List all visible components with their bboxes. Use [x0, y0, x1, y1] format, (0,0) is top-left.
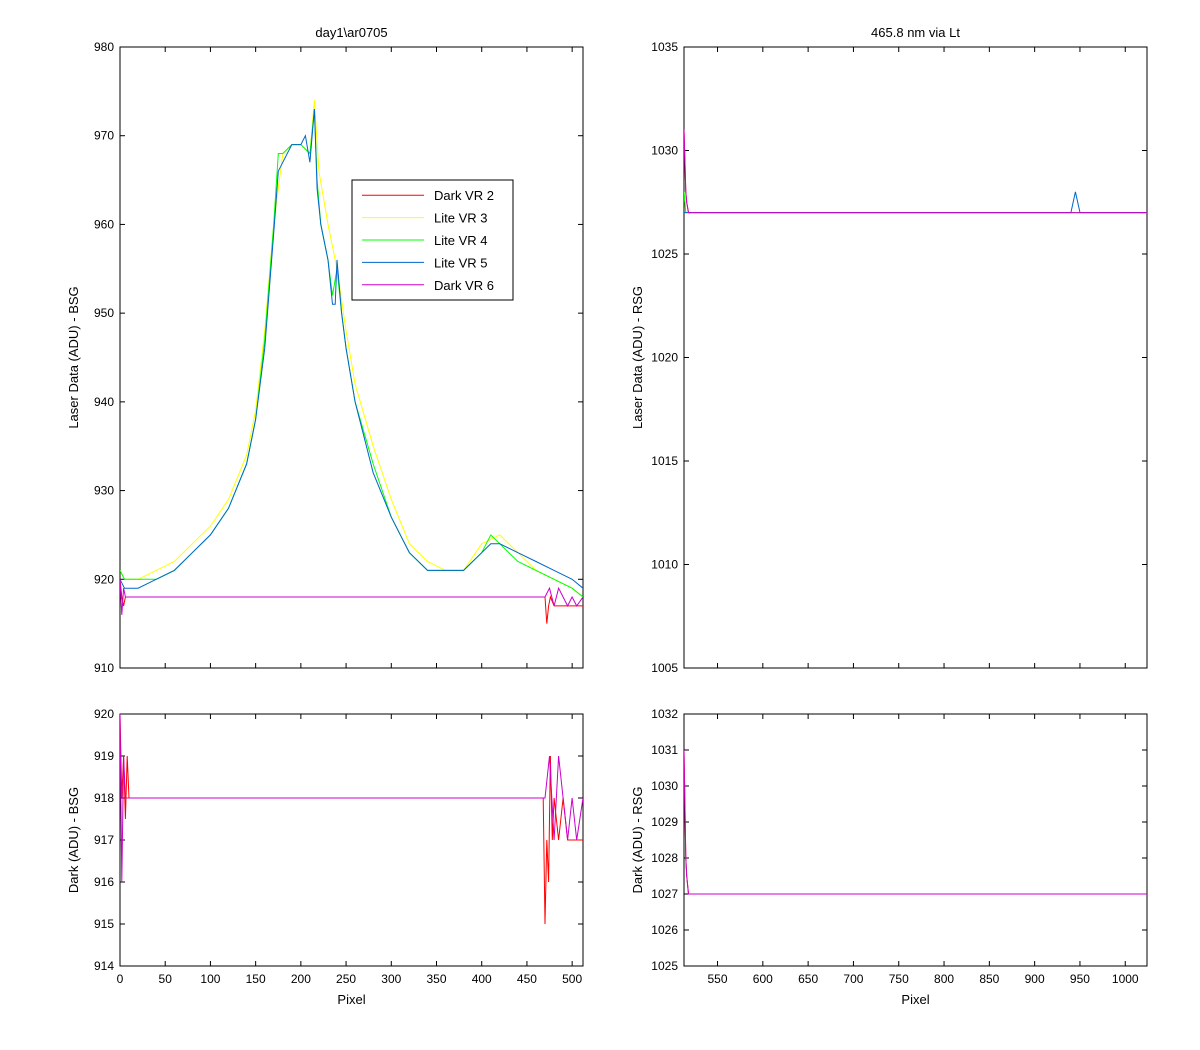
chart-title: day1\ar0705 [315, 25, 387, 40]
y-tick-label: 1015 [651, 454, 678, 468]
x-tick-label: 0 [117, 972, 124, 986]
y-axis-label: Laser Data (ADU) - BSG [66, 286, 81, 428]
x-tick-label: 250 [336, 972, 356, 986]
x-tick-label: 200 [291, 972, 311, 986]
series-line-dark-vr-6 [684, 129, 1147, 214]
series-layer [120, 100, 583, 624]
y-tick-label: 940 [94, 395, 114, 409]
axes-box [683, 713, 1148, 967]
x-tick-label: 850 [979, 972, 999, 986]
y-tick-label: 920 [94, 572, 114, 586]
x-tick-label: 900 [1025, 972, 1045, 986]
y-tick-label: 1032 [651, 707, 678, 721]
y-tick-label: 1028 [651, 851, 678, 865]
y-tick-label: 960 [94, 217, 114, 231]
y-tick-label: 970 [94, 129, 114, 143]
legend-label-lite-vr-5: Lite VR 5 [434, 255, 487, 270]
panel-laser-rsg: 1005 1010 1015 1020 1025 1030 1035 465.8 nm via… [630, 25, 1148, 675]
x-tick-label: 950 [1070, 972, 1090, 986]
series-line-dark-vr-6 [120, 579, 583, 615]
legend-label-lite-vr-3: Lite VR 3 [434, 211, 487, 226]
series-line-dark-vr-6 [120, 714, 583, 883]
x-axis-label: Pixel [901, 992, 929, 1007]
y-tick-label: 1035 [651, 40, 678, 54]
y-tick-label: 1025 [651, 959, 678, 973]
series-layer [684, 129, 1147, 214]
legend-label-dark-vr-6: Dark VR 6 [434, 278, 494, 293]
panel-dark-rsg: 550 600 650 700 750 800 850 900 950 1000 1025 1026 1… [630, 707, 1148, 1007]
y-tick-label: 918 [94, 791, 114, 805]
y-tick-label: 916 [94, 875, 114, 889]
x-tick-label: 500 [562, 972, 582, 986]
y-tick-label: 1020 [651, 351, 678, 365]
series-layer [684, 749, 1147, 895]
y-tick-label: 1010 [651, 558, 678, 572]
legend: Dark VR 2 Lite VR 3 Lite VR 4 Lite VR 5 Dark… [351, 179, 514, 301]
x-tick-label: 450 [517, 972, 537, 986]
y-tick-label: 910 [94, 661, 114, 675]
y-tick-label: 1029 [651, 815, 678, 829]
y-tick-label: 919 [94, 749, 114, 763]
y-tick-label: 914 [94, 959, 114, 973]
x-tick-label: 300 [381, 972, 401, 986]
x-tick-label: 100 [200, 972, 220, 986]
y-tick-label: 1030 [651, 779, 678, 793]
y-axis-label: Dark (ADU) - BSG [66, 787, 81, 893]
series-line-lite-vr-5 [120, 109, 583, 589]
x-tick-label: 350 [426, 972, 446, 986]
y-tick-label: 1027 [651, 887, 678, 901]
y-tick-label: 1026 [651, 923, 678, 937]
y-tick-label: 915 [94, 917, 114, 931]
x-axis-label: Pixel [337, 992, 365, 1007]
y-tick-label: 1031 [651, 743, 678, 757]
legend-label-dark-vr-2: Dark VR 2 [434, 188, 494, 203]
y-tick-label: 980 [94, 40, 114, 54]
y-tick-label: 920 [94, 707, 114, 721]
chart-title: 465.8 nm via Lt [871, 25, 960, 40]
y-tick-label: 950 [94, 306, 114, 320]
y-tick-label: 1005 [651, 661, 678, 675]
x-tick-label: 550 [708, 972, 728, 986]
x-tick-label: 1000 [1112, 972, 1139, 986]
x-tick-label: 650 [798, 972, 818, 986]
x-tick-label: 400 [472, 972, 492, 986]
panel-laser-bsg: 910 920 930 940 950 960 970 980 day1\ar0705 Laser… [66, 25, 584, 675]
y-axis-label: Laser Data (ADU) - RSG [630, 286, 645, 429]
y-axis-label: Dark (ADU) - RSG [630, 787, 645, 894]
axes-box [119, 713, 584, 967]
panel-dark-bsg: 0 50 100 150 200 250 300 350 400 450 500 914 915 916 9… [66, 707, 584, 1007]
x-tick-label: 750 [889, 972, 909, 986]
x-tick-label: 150 [246, 972, 266, 986]
series-line-dark-vr-6 [684, 749, 1147, 895]
x-tick-label: 600 [753, 972, 773, 986]
axes-box [119, 46, 584, 669]
legend-box [351, 179, 514, 301]
y-tick-label: 930 [94, 484, 114, 498]
panels-layer: 910 920 930 940 950 960 970 980 day1\ar0705 Laser… [66, 25, 1148, 1007]
y-tick-label: 1030 [651, 144, 678, 158]
legend-label-lite-vr-4: Lite VR 4 [434, 233, 487, 248]
axes-box [683, 46, 1148, 669]
x-tick-label: 50 [159, 972, 173, 986]
x-tick-label: 800 [934, 972, 954, 986]
y-tick-label: 917 [94, 833, 114, 847]
series-layer [120, 714, 583, 925]
y-tick-label: 1025 [651, 247, 678, 261]
x-tick-label: 700 [843, 972, 863, 986]
